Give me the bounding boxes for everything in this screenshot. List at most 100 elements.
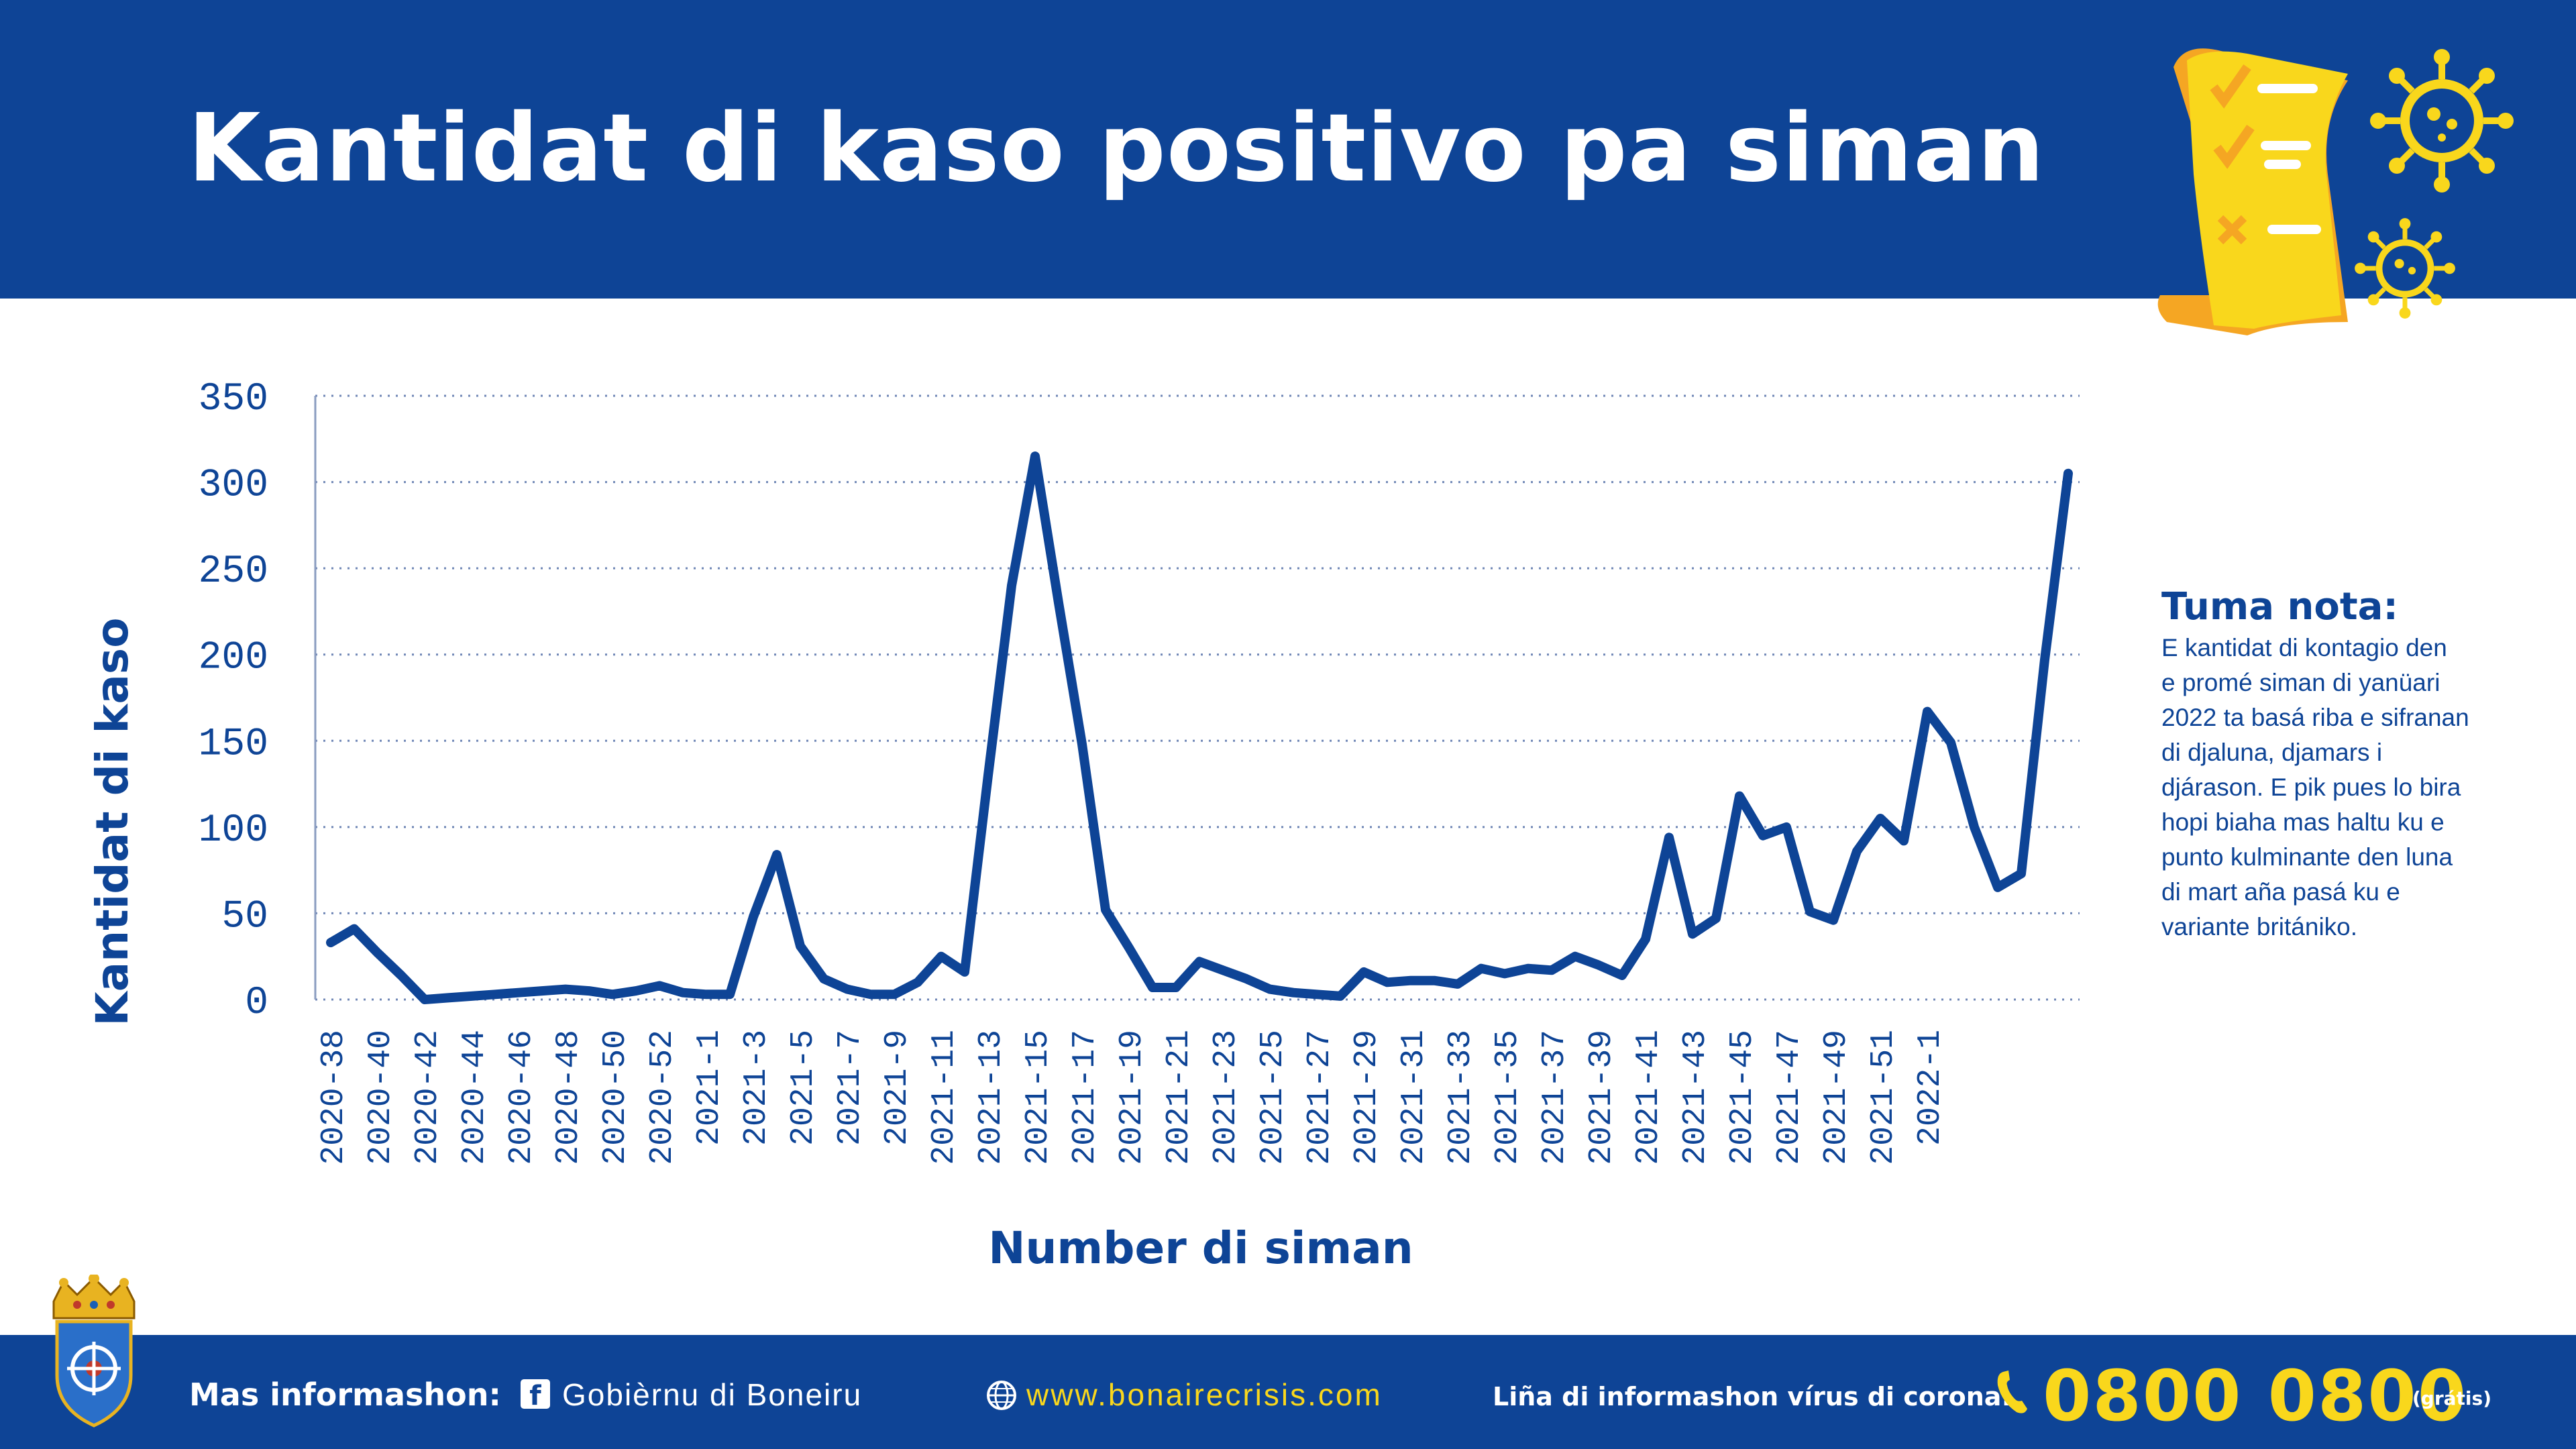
data-point <box>350 924 358 933</box>
x-tick-label: 2020-48 <box>551 1030 587 1165</box>
data-point <box>1125 943 1133 952</box>
data-point <box>796 942 804 951</box>
data-point <box>1501 969 1509 978</box>
data-point <box>1712 914 1720 923</box>
data-point <box>1008 581 1016 590</box>
x-tick-label: 2020-38 <box>316 1030 352 1165</box>
data-point <box>749 912 757 921</box>
virus-1-icon <box>2370 49 2514 193</box>
note-line: variante britániko. <box>2161 913 2358 941</box>
data-point <box>1595 961 1603 969</box>
data-point <box>961 967 969 976</box>
data-point <box>1876 814 1884 822</box>
x-tick-label: 2021-9 <box>879 1030 916 1146</box>
note-line: punto kulminante den luna <box>2161 843 2453 871</box>
x-tick-label: 2021-25 <box>1255 1030 1291 1165</box>
note-title: Tuma nota: <box>2161 585 2398 629</box>
y-tick-label: 100 <box>199 809 268 853</box>
facebook-icon[interactable]: f <box>521 1379 550 1411</box>
data-point <box>1219 966 1227 975</box>
data-point <box>1548 966 1556 975</box>
data-point <box>1078 740 1086 749</box>
data-point <box>1055 598 1063 607</box>
data-point <box>1430 976 1438 985</box>
x-tick-labels: 2020-38 2020-40 2020-42 2020-44 2020-46 2020-… <box>316 1030 1949 1165</box>
data-point <box>1148 983 1157 991</box>
data-points <box>327 452 2072 1004</box>
data-point <box>1829 916 1837 924</box>
x-tick-label: 2020-40 <box>363 1030 399 1165</box>
data-point <box>1242 975 1250 983</box>
data-point <box>1806 907 1814 916</box>
y-tick-label: 0 <box>245 981 268 1025</box>
note-line: 2022 ta basá riba e sifranan <box>2161 704 2469 731</box>
data-point <box>632 987 640 996</box>
data-point <box>937 952 945 961</box>
hotline-phone-number[interactable]: 0800 0800 <box>2043 1355 2468 1437</box>
gratis-note: (grátis) <box>2412 1387 2491 1409</box>
x-tick-label: 2021-29 <box>1349 1030 1385 1165</box>
note-line: hopi biaha mas haltu ku e <box>2161 808 2445 836</box>
x-tick-label: 2021-39 <box>1584 1030 1620 1165</box>
x-tick-label: 2020-46 <box>504 1030 540 1165</box>
x-tick-label: 2021-31 <box>1396 1030 1432 1165</box>
x-tick-label: 2021-17 <box>1067 1030 1104 1165</box>
website-link[interactable]: www.bonairecrisis.com <box>1026 1377 1383 1412</box>
data-point <box>1782 822 1790 831</box>
data-point <box>1407 976 1415 985</box>
x-tick-label: 2021-49 <box>1819 1030 1855 1165</box>
data-point <box>1571 952 1579 961</box>
data-point <box>867 990 875 999</box>
data-point <box>1853 847 1861 855</box>
check-2-icon <box>2213 124 2255 169</box>
x-tick-label: 2021-11 <box>926 1030 963 1165</box>
data-point <box>327 938 335 947</box>
data-point <box>1289 988 1297 997</box>
data-point <box>585 987 593 996</box>
x-tick-label: 2021-13 <box>973 1030 1010 1165</box>
y-tick-label: 250 <box>199 550 268 594</box>
x-tick-label: 2020-44 <box>457 1030 493 1165</box>
bonaire-coat-of-arms-icon <box>52 1275 136 1428</box>
x-tick-label: 2021-7 <box>833 1030 869 1146</box>
facebook-page-link[interactable]: Gobièrnu di Boneiru <box>562 1377 863 1412</box>
data-point <box>1313 990 1321 999</box>
data-point <box>914 978 922 987</box>
data-point <box>773 851 781 859</box>
data-point <box>421 996 429 1004</box>
more-info-label: Mas informashon: <box>189 1377 501 1413</box>
x-tick-label: 2021-33 <box>1443 1030 1479 1165</box>
data-point <box>1195 957 1203 966</box>
data-point <box>2041 655 2049 664</box>
checklist-virus-illustration <box>2157 48 2514 335</box>
x-tick-label: 2022-1 <box>1913 1030 1949 1146</box>
data-point <box>984 771 992 780</box>
data-point <box>515 988 523 997</box>
data-point <box>1923 707 1931 716</box>
data-point <box>1665 833 1673 842</box>
x-tick-label: 2021-15 <box>1020 1030 1057 1165</box>
data-point <box>1735 792 1743 800</box>
data-point <box>1172 983 1180 991</box>
data-point <box>1524 964 1532 973</box>
x-axis-label: Number di siman <box>988 1222 1413 1274</box>
data-point <box>1994 883 2002 892</box>
data-point <box>843 985 851 994</box>
y-tick-labels: 0 50 100 150 200 250 300 350 <box>199 378 268 1025</box>
y-tick-label: 150 <box>199 722 268 766</box>
data-point <box>374 949 382 957</box>
y-tick-label: 50 <box>221 895 268 938</box>
data-point <box>726 990 734 999</box>
data-point <box>1383 978 1391 987</box>
data-point <box>2017 869 2025 878</box>
y-tick-label: 350 <box>199 378 268 421</box>
x-tick-label: 2021-3 <box>739 1030 775 1146</box>
x-tick-label: 2021-47 <box>1772 1030 1808 1165</box>
note-body: E kantidat di kontagio den e promé siman … <box>2161 631 2537 945</box>
data-point <box>608 990 616 999</box>
header-bar <box>0 0 2576 299</box>
y-tick-label: 300 <box>199 464 268 508</box>
x-tick-label: 2020-42 <box>410 1030 446 1165</box>
x-tick-label: 2021-43 <box>1678 1030 1714 1165</box>
